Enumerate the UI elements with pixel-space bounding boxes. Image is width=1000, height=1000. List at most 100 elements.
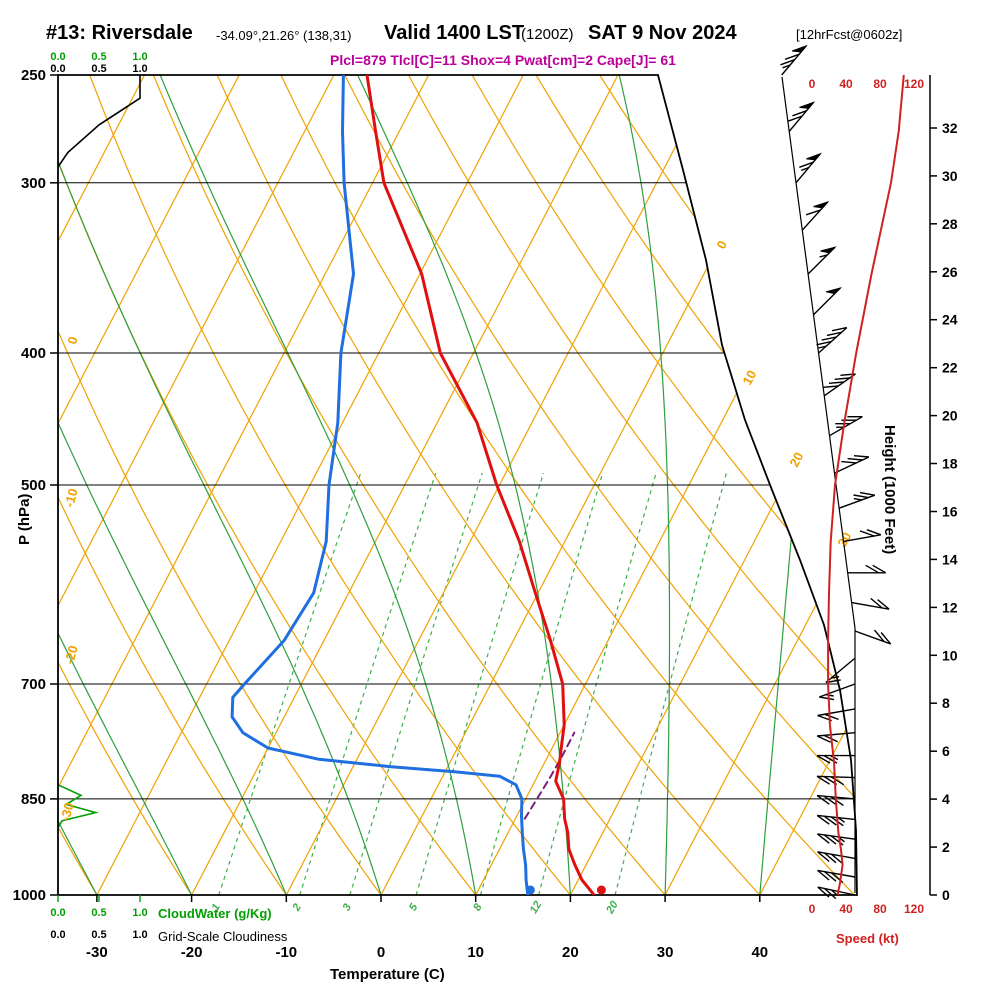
speed-tick-label-bottom: 80 [873,902,887,916]
height-tick-label: 24 [942,312,958,328]
dry-adiabat-line [58,75,382,895]
surface-temp-dot [596,885,606,895]
dry-adiabat-line [280,75,855,895]
cloudwater-scale-top: 1.0 [132,51,147,63]
cloudiness-scale-bottom: 0.0 [50,929,65,941]
dry-adiabat-line [535,75,857,895]
wind-barb [817,886,856,900]
height-tick-label: 30 [942,168,958,184]
wind-barb [847,564,887,574]
cloudwater-scale-bottom: 1.0 [132,907,147,919]
valid-zulu: (1200Z) [521,26,574,43]
height-tick-label: 10 [942,647,958,663]
temp-tick-label: 20 [562,944,579,961]
station-coords: -34.09°,21.26° (138,31) [216,28,352,43]
parcel-path-curve [523,731,576,820]
pressure-tick-label: 500 [21,477,46,494]
height-tick-label: 18 [942,456,958,472]
wind-barb [787,101,816,132]
dewpoint-curve [230,75,530,895]
wind-barb [838,491,876,509]
height-tick-label: 4 [942,791,950,807]
wind-barb [816,833,856,846]
pressure-tick-label: 300 [21,175,46,192]
height-tick-label: 2 [942,839,950,855]
height-tick-label: 22 [942,360,958,376]
mixing-ratio-label: 1 [209,902,222,913]
station-title: #13: Riversdale [46,22,193,44]
wind-barb [780,44,808,76]
moist-adiabat-line [58,75,382,895]
mixing-ratio-label: 5 [407,901,421,913]
wind-barb [829,416,863,437]
cloudiness-scale-bottom: 1.0 [132,929,147,941]
moist-adiabat-line [0,75,2,895]
mixing-ratio-line [538,472,657,895]
barb-anchor-line [781,76,856,893]
dry-adiabat-label: -20 [61,644,80,666]
dry-adiabat-line [790,75,857,895]
dry-adiabat-line [982,75,1000,895]
cloudiness-scale-top: 0.5 [91,63,106,75]
wind-barbs [780,44,892,900]
height-tick-label: 12 [942,599,958,615]
temp-tick-label: 10 [467,944,484,961]
valid-date: SAT 9 Nov 2024 [588,22,737,44]
speed-tick-label-bottom: 0 [809,902,816,916]
temp-axis-title: Temperature (C) [330,966,445,983]
wind-barb [816,794,856,806]
forecast-tag: [12hrFcst@0602z] [796,27,903,42]
height-tick-label: 20 [942,408,958,424]
dry-adiabat-line [89,75,571,895]
plot-border [57,74,858,896]
height-tick-label: 26 [942,264,958,280]
speed-tick-label-bottom: 40 [839,902,853,916]
isotherm-line [58,75,240,895]
speed-tick-label-top: 120 [904,77,924,91]
temp-tick-label: 0 [377,944,385,961]
isotherm-line [664,75,857,895]
dry-adiabat-line [216,75,761,895]
speed-tick-label-top: 0 [809,77,816,91]
temp-tick-label: 40 [751,944,768,961]
wind-barb [795,152,822,184]
dry-adiabat-line [152,75,666,895]
moist-adiabat-line [58,75,193,895]
speed-tick-label-top: 40 [839,77,853,91]
wind-barb [843,529,882,543]
dry-adiabat-line [407,75,857,895]
cloudiness-legend: Grid-Scale Cloudiness [158,929,288,944]
mixing-ratio-label: 8 [471,901,485,913]
height-tick-label: 28 [942,216,958,232]
wind-barb [816,326,848,354]
sounding-profiles [230,75,606,895]
mixing-ratio-label: 20 [604,898,621,916]
cloudwater-scale-bottom: 0.5 [91,907,106,919]
height-tick-label: 16 [942,503,958,519]
speed-tick-label-bottom: 120 [904,902,924,916]
speed-profile [827,74,905,896]
dry-adiabat-label: -30 [57,801,76,823]
cloudiness-scale-top: 0.0 [50,63,65,75]
height-tick-label: 6 [942,743,950,759]
isotherm-label: 0 [713,238,730,251]
moist-adiabat-line [618,75,671,895]
height-tick-label: 32 [942,120,958,136]
wind-barb [817,851,856,865]
wind-barb [813,287,843,316]
grid-furniture [0,75,1000,895]
dry-adiabat-line [58,75,287,895]
speed-axis-title: Speed (kt) [836,931,899,946]
temp-tick-label: 30 [657,944,674,961]
dry-adiabat-line [58,75,193,895]
temp-tick-label: -20 [181,944,203,961]
sounding-params: Plcl=879 Tlcl[C]=11 Shox=4 Pwat[cm]=2 Ca… [330,52,676,68]
pressure-tick-label: 250 [21,67,46,84]
dry-adiabat-line [854,75,857,895]
speed-curve [827,74,905,896]
moist-adiabat-line [159,75,477,895]
isotherm-label: 20 [786,450,806,470]
wind-barb [817,708,856,722]
